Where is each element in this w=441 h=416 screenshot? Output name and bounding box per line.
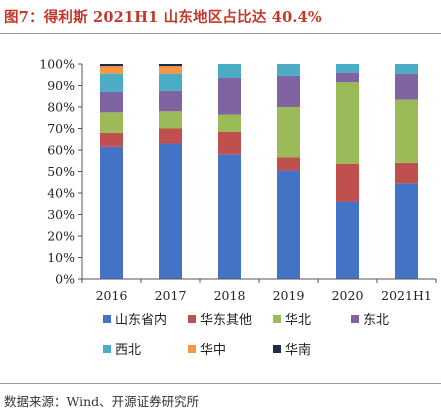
y-tick-label: 50% xyxy=(47,164,75,179)
y-tick-label: 60% xyxy=(47,143,75,158)
y-tick-label: 20% xyxy=(47,229,75,244)
legend-swatch xyxy=(188,315,196,323)
bar-segment xyxy=(159,90,182,112)
bar-segment xyxy=(218,154,241,279)
bar-segment xyxy=(100,73,123,92)
bar-segment xyxy=(395,73,418,100)
y-tick-label: 90% xyxy=(47,78,75,93)
bar-segment xyxy=(100,91,123,113)
legend-swatch xyxy=(351,315,359,323)
bottom-divider xyxy=(0,383,441,384)
bar-segment xyxy=(395,64,418,74)
legend-swatch xyxy=(188,345,196,353)
bar-segment xyxy=(395,99,418,163)
bar-segment xyxy=(218,64,241,78)
bar-segment xyxy=(100,146,123,279)
y-tick-label: 10% xyxy=(47,250,75,265)
bar-segment xyxy=(100,112,123,133)
x-tick-label: 2020 xyxy=(332,288,364,303)
legend-label: 东北 xyxy=(363,313,389,328)
bars xyxy=(100,64,418,279)
legend-label: 华北 xyxy=(285,313,311,328)
bar-segment xyxy=(277,107,300,158)
bar-segment xyxy=(336,72,359,83)
bar-segment xyxy=(159,111,182,129)
data-source-note: 数据来源：Wind、开源证券研究所 xyxy=(4,394,200,409)
legend-item: 华南 xyxy=(273,342,311,358)
bar-segment xyxy=(277,75,300,107)
bar-segment xyxy=(336,82,359,164)
legend-item: 山东省内 xyxy=(103,312,167,328)
legend-label: 华南 xyxy=(285,342,311,358)
y-tick-label: 70% xyxy=(47,121,75,136)
bar-segment xyxy=(336,163,359,202)
y-tick-label: 30% xyxy=(47,207,75,222)
bar-segment xyxy=(218,131,241,155)
bar-segment xyxy=(100,132,123,147)
legend-swatch xyxy=(103,315,111,323)
x-tick-label: 2017 xyxy=(155,288,187,303)
figure-title: 图7：得利斯 2021H1 山东地区占比达 40.4% xyxy=(4,9,322,26)
bar-segment xyxy=(336,64,359,73)
legend-item: 华东其他 xyxy=(188,313,252,328)
legend-label: 山东省内 xyxy=(115,312,167,328)
bar-segment xyxy=(159,66,182,74)
y-tick-label: 40% xyxy=(47,186,75,201)
y-tick-label: 0% xyxy=(55,272,75,287)
legend-swatch xyxy=(273,315,281,323)
legend-item: 华北 xyxy=(273,313,311,328)
x-axis: 2016 2017 2018 2019 2020 2021H1 xyxy=(81,278,437,303)
bar-segment xyxy=(395,162,418,184)
legend-label: 华东其他 xyxy=(200,313,252,328)
bar-segment xyxy=(277,64,300,76)
legend-item: 东北 xyxy=(351,313,389,328)
bar-segment xyxy=(218,77,241,115)
legend-item: 华中 xyxy=(188,343,226,358)
x-tick-label: 2016 xyxy=(96,288,128,303)
x-tick-label: 2018 xyxy=(214,288,246,303)
legend-swatch xyxy=(273,345,281,353)
bar-segment xyxy=(100,64,123,67)
bar-segment xyxy=(218,114,241,132)
legend-item: 西北 xyxy=(103,343,141,358)
legend-label: 西北 xyxy=(115,343,141,358)
bar-segment xyxy=(159,73,182,91)
bar-segment xyxy=(100,66,123,74)
x-tick-label: 2021H1 xyxy=(381,288,432,303)
stacked-bar-chart: 0%10%20%30%40%50%60%70%80%90%100% 2016 20… xyxy=(39,57,437,358)
y-tick-label: 100% xyxy=(39,57,75,72)
top-divider xyxy=(0,33,441,34)
bar-segment xyxy=(277,157,300,171)
y-axis: 0% 10% 20% 30% 40% 50% 60% 70% 80% 90% 100% xyxy=(39,57,83,287)
bar-segment xyxy=(336,201,359,279)
bar-segment xyxy=(159,143,182,279)
bar-segment xyxy=(159,64,182,67)
x-tick-label: 2019 xyxy=(273,288,305,303)
legend-label: 华中 xyxy=(200,343,226,358)
bar-segment xyxy=(395,183,418,279)
y-tick-label: 80% xyxy=(47,100,75,115)
legend-swatch xyxy=(103,345,111,353)
bar-segment xyxy=(159,128,182,144)
bar-segment xyxy=(277,170,300,279)
